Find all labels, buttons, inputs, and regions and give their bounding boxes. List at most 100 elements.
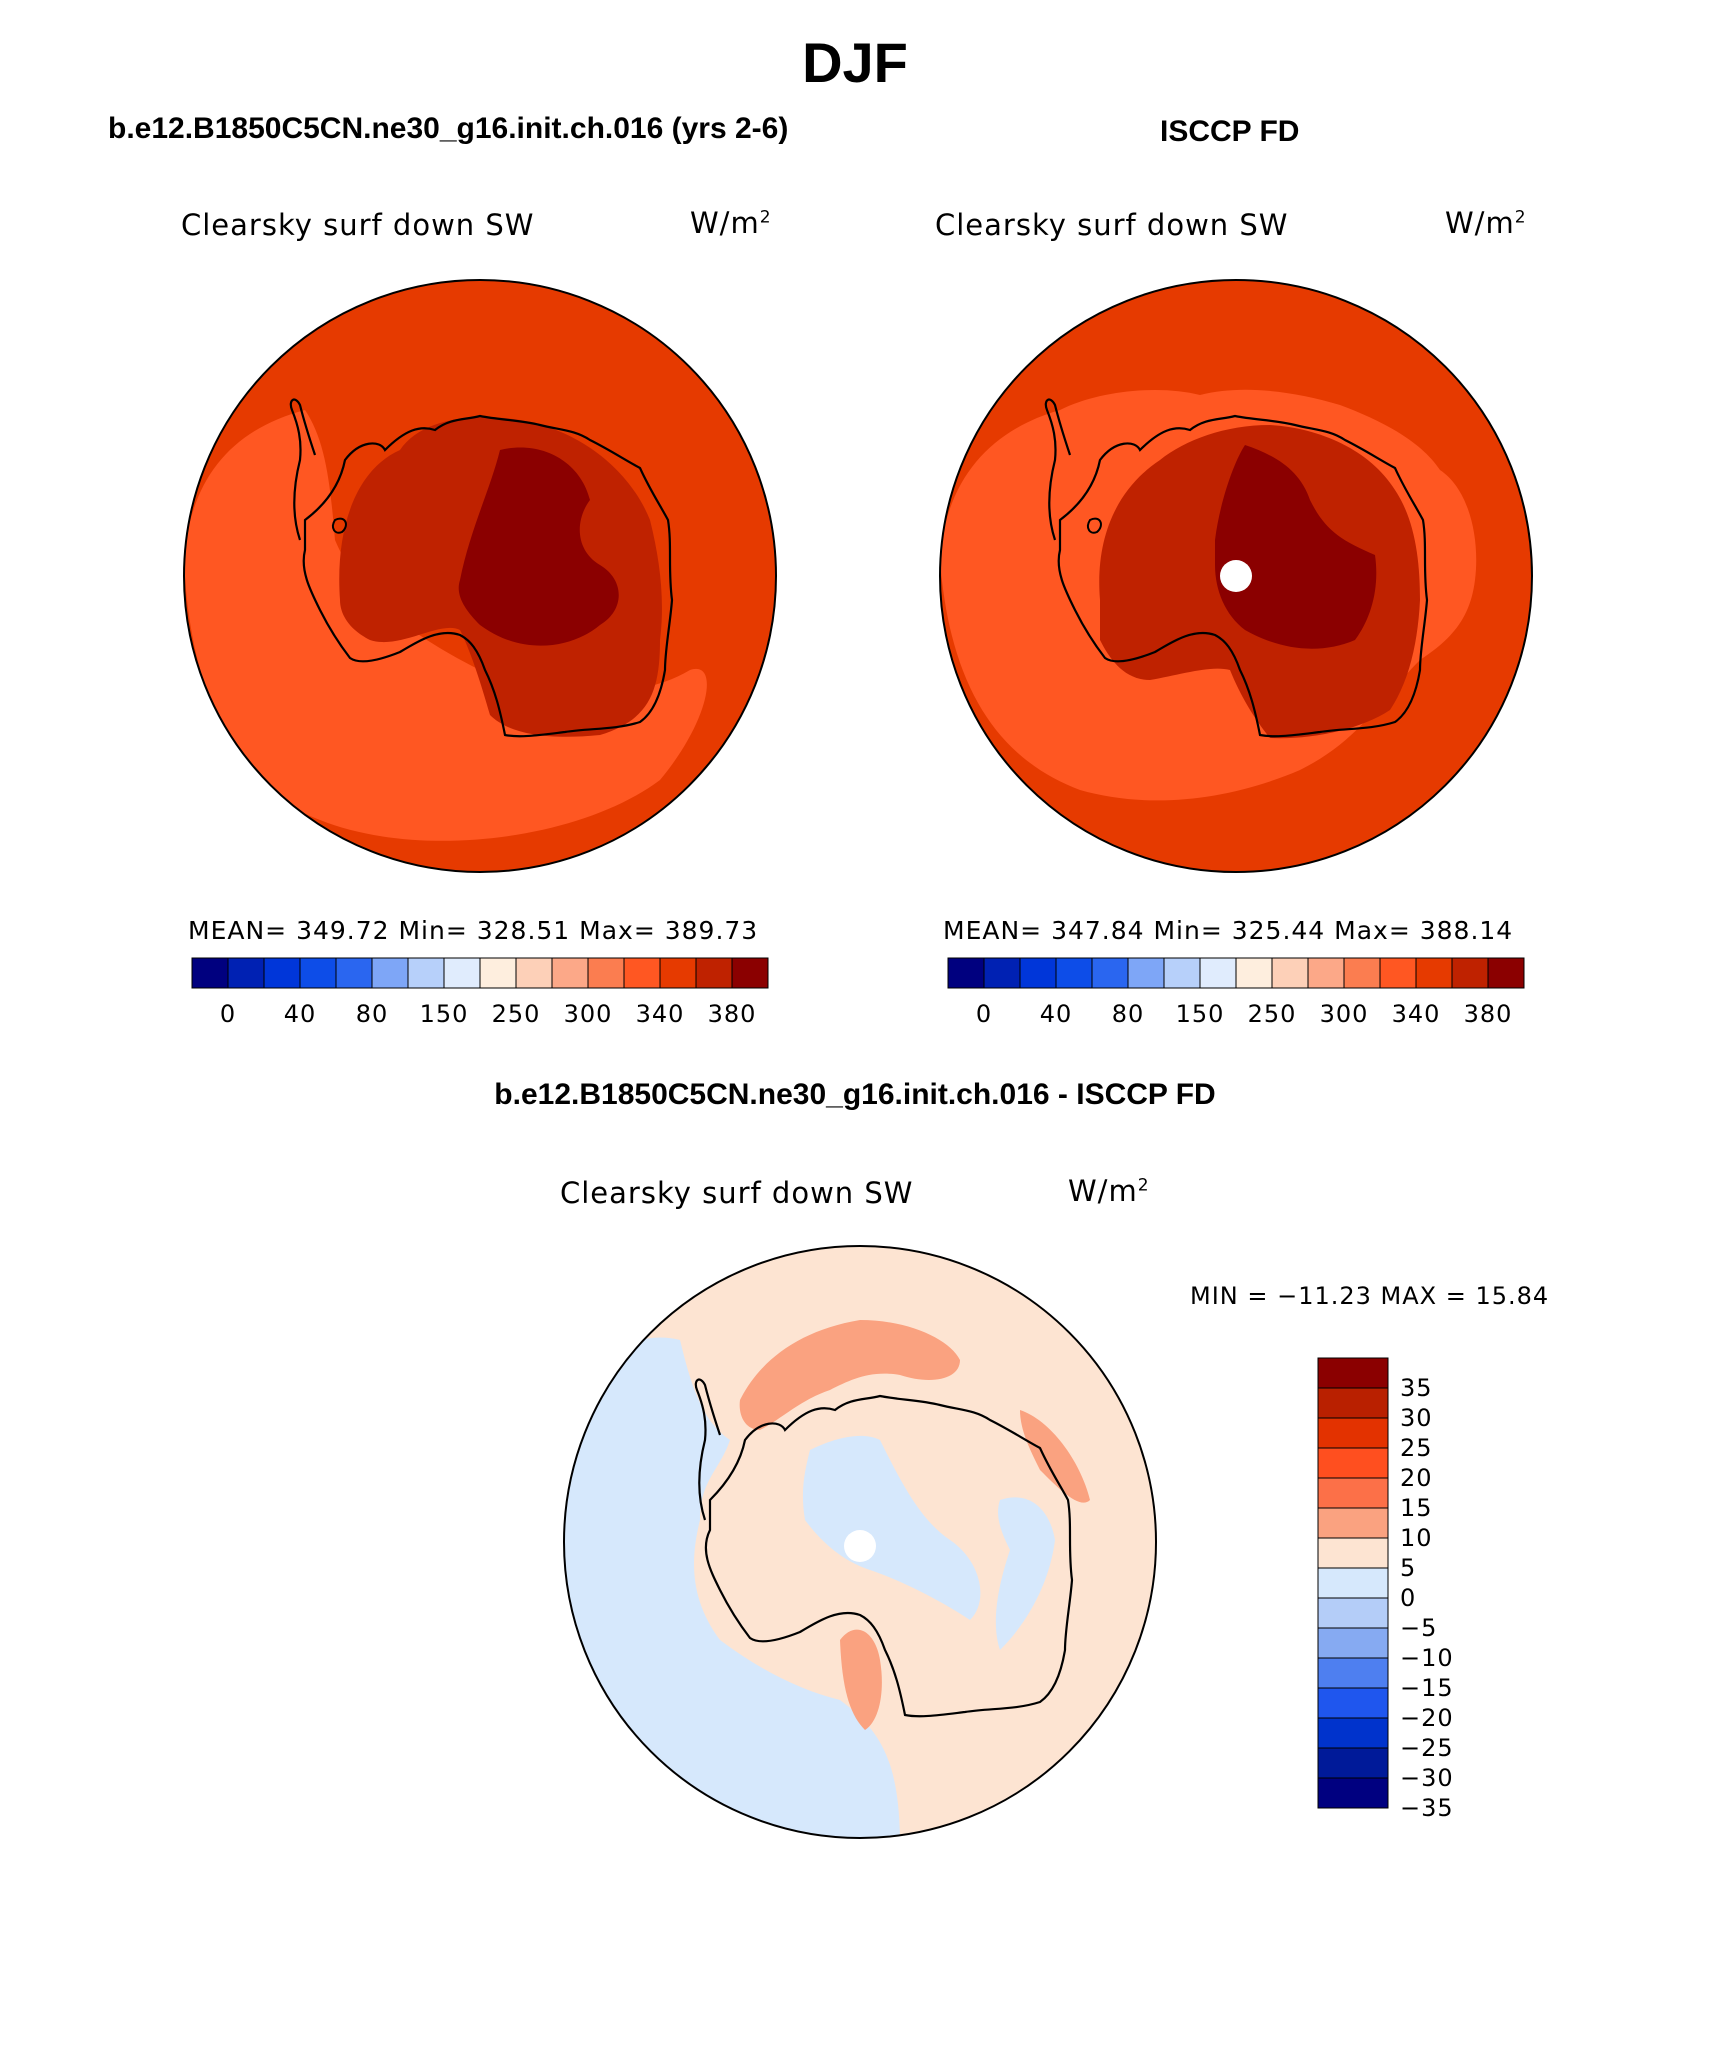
- colorbar-diff-swatch: [1317, 1507, 1389, 1539]
- colorbar-left-swatch: [371, 957, 409, 989]
- panel-diff-variable-label: Clearsky surf down SW: [560, 1176, 914, 1210]
- panel-left-stats: MEAN= 349.72 Min= 328.51 Max= 389.73: [188, 916, 759, 945]
- panel-left-variable-label: Clearsky surf down SW: [181, 208, 535, 242]
- colorbar-right-swatch: [1199, 957, 1237, 989]
- colorbar-diff-swatch: [1317, 1417, 1389, 1449]
- colorbar-right-tick-label: 80: [1111, 1000, 1145, 1028]
- colorbar-right-swatch: [1163, 957, 1201, 989]
- antarctic-peninsula: [1044, 398, 1072, 541]
- colorbar-left-swatch: [587, 957, 625, 989]
- colorbar-left-tick-label: 340: [635, 1000, 685, 1028]
- colorbar-left-swatch: [731, 957, 769, 989]
- colorbar-diff-swatch: [1317, 1567, 1389, 1599]
- colorbar-diff-tick-label: 25: [1400, 1434, 1433, 1462]
- colorbar-left-swatch: [227, 957, 265, 989]
- colorbar-diff-swatch: [1317, 1717, 1389, 1749]
- colorbar-diff-tick-label: 5: [1400, 1554, 1417, 1582]
- colorbar-diff-swatch: [1317, 1387, 1389, 1419]
- panel-right-units: W/m2: [1445, 206, 1527, 240]
- colorbar-diff-tick-label: −35: [1400, 1794, 1454, 1822]
- colorbar-right-tick-label: 340: [1391, 1000, 1441, 1028]
- pole-missing-data-marker: [1220, 560, 1252, 592]
- map-diff-outline: [563, 1245, 1157, 1839]
- colorbar-left-swatch: [407, 957, 445, 989]
- panel-diff-minmax: MIN = −11.23 MAX = 15.84: [1190, 1282, 1550, 1310]
- field-380-region: [458, 447, 619, 646]
- colorbar-diff-swatch: [1317, 1747, 1389, 1779]
- colorbar-left: [191, 957, 769, 989]
- colorbar-diff-swatch: [1317, 1777, 1389, 1809]
- colorbar-right-swatch: [983, 957, 1021, 989]
- antarctica-coastline: [302, 414, 674, 738]
- colorbar-right-swatch: [1379, 957, 1417, 989]
- colorbar-diff-swatch: [1317, 1537, 1389, 1569]
- panel-right-stats: MEAN= 347.84 Min= 325.44 Max= 388.14: [943, 916, 1514, 945]
- field-5-10-east: [1020, 1410, 1090, 1503]
- colorbar-diff-swatch: [1317, 1627, 1389, 1659]
- colorbar-diff-swatch: [1317, 1357, 1389, 1389]
- colorbar-right-swatch: [1235, 957, 1273, 989]
- panel-diff-case-title: b.e12.B1850C5CN.ne30_g16.init.ch.016 - I…: [494, 1078, 1216, 1111]
- colorbar-left-tick-label: 380: [707, 1000, 757, 1028]
- colorbar-diff-tick-label: −15: [1400, 1674, 1454, 1702]
- page-title: DJF: [802, 31, 908, 94]
- colorbar-left-swatch: [443, 957, 481, 989]
- colorbar-left-tick-label: 150: [419, 1000, 469, 1028]
- colorbar-right-tick-label: 0: [975, 1000, 993, 1028]
- colorbar-diff-tick-label: −25: [1400, 1734, 1454, 1762]
- colorbar-left-tick-label: 250: [491, 1000, 541, 1028]
- colorbar-right-swatch: [1019, 957, 1057, 989]
- panel-left-units: W/m2: [690, 206, 772, 240]
- colorbar-diff-tick-label: 20: [1400, 1464, 1433, 1492]
- colorbar-diff-tick-label: −10: [1400, 1644, 1454, 1672]
- peninsula-island: [332, 517, 347, 534]
- colorbar-left-tick-label: 40: [283, 1000, 317, 1028]
- colorbar-left-tick-label: 300: [563, 1000, 613, 1028]
- colorbar-diff-tick-label: 30: [1400, 1404, 1433, 1432]
- colorbar-right-tick-label: 380: [1463, 1000, 1513, 1028]
- antarctica-coastline: [704, 1394, 1074, 1718]
- colorbar-diff-swatch: [1317, 1687, 1389, 1719]
- panel-right-case-title: ISCCP FD: [1160, 115, 1300, 148]
- field-5-10-south: [840, 1629, 882, 1730]
- colorbar-diff-swatch: [1317, 1447, 1389, 1479]
- antarctic-peninsula: [694, 1378, 722, 1521]
- map-observations: [940, 280, 1532, 872]
- colorbar-right-tick-label: 250: [1247, 1000, 1297, 1028]
- colorbar-left-swatch: [515, 957, 553, 989]
- colorbar-diff: [1317, 1357, 1389, 1809]
- colorbar-right-swatch: [1055, 957, 1093, 989]
- colorbar-left-swatch: [191, 957, 229, 989]
- colorbar-right-swatch: [1343, 957, 1381, 989]
- map-right-outline: [939, 279, 1533, 873]
- colorbar-left-swatch: [263, 957, 301, 989]
- antarctic-peninsula: [289, 398, 317, 541]
- field-380-region: [1215, 445, 1377, 649]
- map-difference: [564, 1246, 1156, 1838]
- antarctica-coastline: [1057, 414, 1429, 738]
- colorbar-diff-tick-label: 10: [1400, 1524, 1433, 1552]
- colorbar-left-tick-label: 80: [355, 1000, 389, 1028]
- colorbar-diff-tick-label: −30: [1400, 1764, 1454, 1792]
- map-left-outline: [183, 279, 777, 873]
- colorbar-right-swatch: [947, 957, 985, 989]
- colorbar-diff-tick-label: 35: [1400, 1374, 1433, 1402]
- panel-right-variable-label: Clearsky surf down SW: [935, 208, 1289, 242]
- panel-diff-units: W/m2: [1068, 1174, 1150, 1208]
- colorbar-left-swatch: [299, 957, 337, 989]
- colorbar-diff-swatch: [1317, 1657, 1389, 1689]
- colorbar-diff-swatch: [1317, 1597, 1389, 1629]
- colorbar-left-swatch: [659, 957, 697, 989]
- map-model: [184, 280, 776, 872]
- colorbar-diff-tick-label: −20: [1400, 1704, 1454, 1732]
- colorbar-right-swatch: [1271, 957, 1309, 989]
- field-minus5-0-interior: [802, 1435, 981, 1620]
- colorbar-left-swatch: [551, 957, 589, 989]
- colorbar-right-swatch: [1091, 957, 1129, 989]
- pole-missing-data-marker: [844, 1530, 876, 1562]
- colorbar-right-swatch: [1415, 957, 1453, 989]
- colorbar-right: [947, 957, 1525, 989]
- colorbar-left-tick-label: 0: [219, 1000, 237, 1028]
- field-5-10-north: [739, 1320, 960, 1430]
